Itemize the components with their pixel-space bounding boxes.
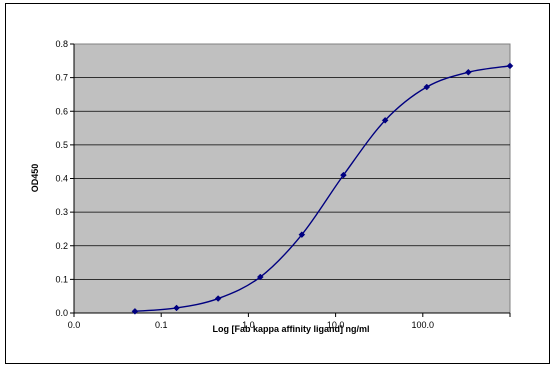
y-tick-label: 0.1 [55, 274, 68, 284]
y-tick-label: 0.7 [55, 73, 68, 83]
series-line [134, 65, 511, 313]
x-axis-label: Log [Fab kappa affinity ligand] ng/ml [213, 324, 370, 334]
data-point [465, 68, 472, 76]
data-point [173, 304, 180, 312]
data-point [423, 83, 431, 91]
y-tick-label: 0.4 [55, 174, 68, 184]
x-tick-label: 0.0 [68, 320, 81, 330]
x-tick-label: 100.0 [412, 320, 435, 330]
x-tick-label: 0.1 [155, 320, 168, 330]
y-tick-label: 0.8 [55, 39, 68, 49]
y-tick-label: 0.3 [55, 207, 68, 217]
y-tick-label: 0.0 [55, 308, 68, 318]
x-tick-label: 10.0 [327, 320, 345, 330]
y-axis-label: OD450 [30, 164, 40, 193]
data-point [298, 231, 306, 239]
data-point [506, 62, 514, 70]
data-point [131, 307, 139, 315]
y-tick-label: 0.6 [55, 106, 68, 116]
data-point [381, 116, 389, 124]
y-tick-label: 0.2 [55, 241, 68, 251]
x-tick-label: 1.0 [242, 320, 255, 330]
data-point [256, 273, 264, 281]
y-tick-label: 0.5 [55, 140, 68, 150]
data-point [214, 295, 222, 302]
data-point [340, 171, 347, 179]
